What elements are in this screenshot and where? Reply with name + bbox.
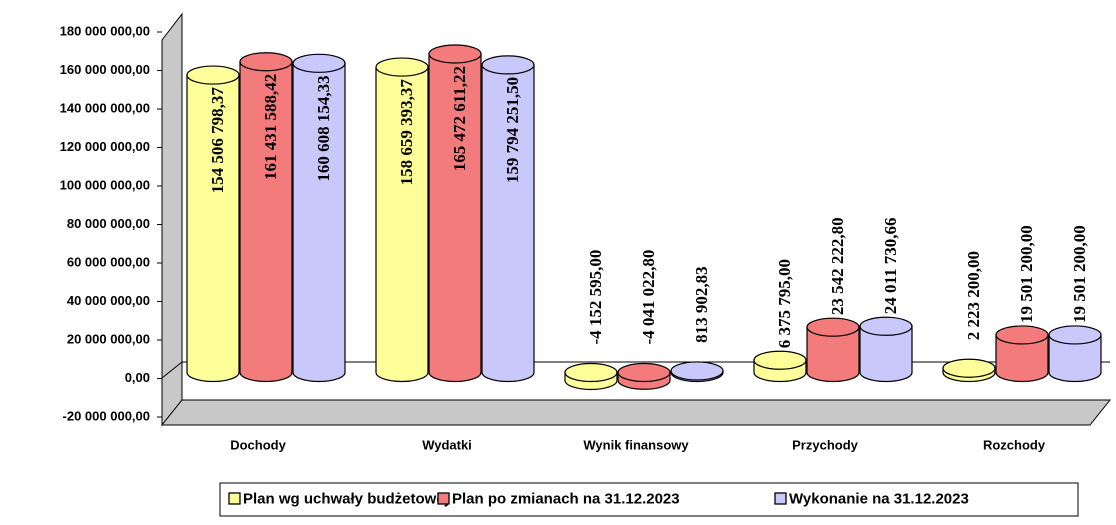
y-tick-label: 140 000 000,00: [60, 100, 150, 115]
x-tick-label: Przychody: [792, 437, 859, 452]
bar-body: [481, 64, 535, 383]
bar-cap: [753, 350, 807, 370]
legend-swatch: [774, 492, 787, 505]
y-tick-label: 100 000 000,00: [60, 177, 150, 192]
data-label: 154 506 798,37: [208, 87, 227, 194]
bar: [617, 362, 671, 390]
bar-body: [995, 334, 1049, 383]
bar-cap: [670, 361, 724, 381]
floor: [160, 399, 1112, 426]
bar-cap: [481, 55, 535, 75]
bar-cap: [859, 316, 913, 336]
data-label: -4 041 022,80: [639, 250, 658, 345]
y-tick-label: 20 000 000,00: [67, 331, 150, 346]
bar-cap: [186, 65, 240, 85]
bar-body: [239, 61, 293, 383]
bar-cap: [239, 52, 293, 72]
data-label: 19 501 200,00: [1070, 225, 1089, 323]
bar: [239, 52, 293, 383]
bar: [481, 55, 535, 383]
zero-plane-edge: [161, 361, 183, 379]
y-tick-label: 60 000 000,00: [67, 254, 150, 269]
bar: [942, 358, 996, 383]
bar-body: [1048, 334, 1102, 383]
legend: [219, 482, 1079, 517]
y-tick-label: 180 000 000,00: [60, 23, 150, 38]
y-tick-label: 160 000 000,00: [60, 62, 150, 77]
data-label: 24 011 730,66: [881, 217, 900, 314]
bar-body: [806, 326, 860, 383]
data-label: 23 542 222,80: [828, 217, 847, 315]
data-label: 165 472 611,22: [450, 66, 469, 171]
bar: [292, 53, 346, 383]
data-label: 159 794 251,50: [503, 77, 522, 183]
data-label: -4 152 595,00: [586, 250, 605, 345]
x-tick-label: Dochody: [230, 437, 286, 452]
bar-body: [186, 74, 240, 383]
x-tick-label: Wynik finansowy: [583, 437, 689, 452]
bar: [186, 65, 240, 383]
bar: [670, 361, 724, 383]
bar: [753, 350, 807, 383]
bar: [806, 317, 860, 383]
data-label: 158 659 393,37: [397, 79, 416, 186]
data-label: 2 223 200,00: [964, 251, 983, 340]
bar-body: [375, 66, 429, 383]
data-label: 19 501 200,00: [1017, 225, 1036, 323]
x-tick-label: Rozchody: [983, 437, 1046, 452]
bar: [995, 325, 1049, 383]
bar: [1048, 325, 1102, 383]
bar-cap: [292, 53, 346, 73]
side-wall: [161, 12, 183, 427]
legend-label: Plan wg uchwały budżetowej: [243, 490, 449, 507]
y-tick-label: 120 000 000,00: [60, 139, 150, 154]
bar-cap: [995, 325, 1049, 345]
legend-label: Wykonanie na 31.12.2023: [789, 490, 969, 507]
bar-body: [428, 53, 482, 383]
y-tick-label: -20 000 000,00: [63, 408, 150, 423]
data-label: 6 375 795,00: [775, 259, 794, 348]
bar-cap: [1048, 325, 1102, 345]
y-tick-label: 80 000 000,00: [67, 216, 150, 231]
data-label: 161 431 588,42: [261, 74, 280, 180]
bar-cap: [428, 44, 482, 64]
bar-cap: [942, 358, 996, 378]
legend-swatch: [228, 492, 241, 505]
bar: [375, 57, 429, 383]
bar-body: [859, 325, 913, 383]
legend-label: Plan po zmianach na 31.12.2023: [452, 490, 680, 507]
bar: [859, 316, 913, 383]
y-tick-label: 0,00: [125, 370, 150, 385]
bar: [428, 44, 482, 383]
y-tick-label: 40 000 000,00: [67, 293, 150, 308]
data-label: 160 608 154,33: [314, 75, 333, 181]
bar-cap: [806, 317, 860, 337]
bar-cap: [564, 362, 618, 383]
bar-body: [292, 62, 346, 383]
bar-cap: [617, 362, 671, 383]
bar: [564, 362, 618, 391]
data-label: 813 902,83: [692, 266, 711, 343]
legend-swatch: [437, 492, 450, 505]
x-tick-label: Wydatki: [422, 437, 472, 452]
bar-cap: [375, 57, 429, 77]
